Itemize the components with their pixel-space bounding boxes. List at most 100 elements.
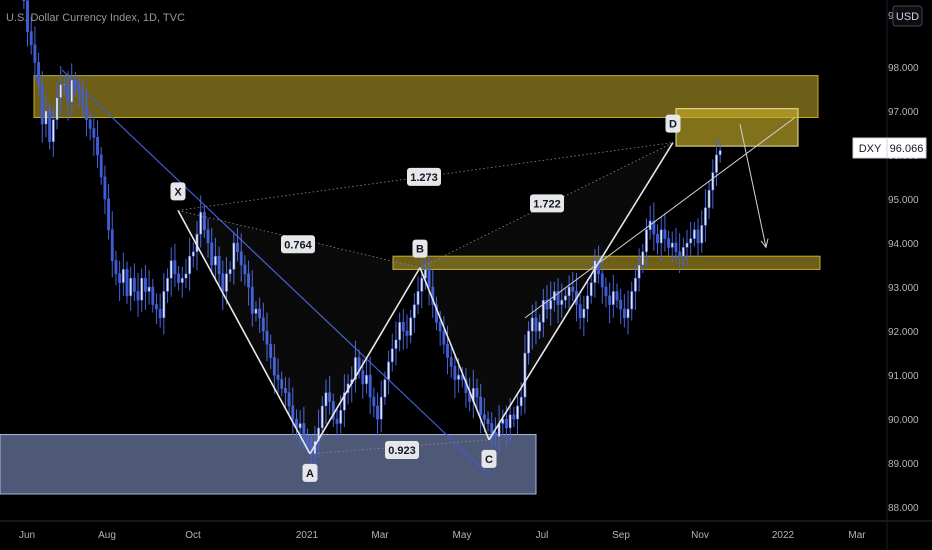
- x-tick-label: Jul: [536, 530, 549, 541]
- candle-body: [217, 255, 221, 275]
- candle-body: [482, 414, 486, 420]
- candle-body: [681, 247, 685, 257]
- candle-body: [597, 260, 601, 275]
- candle-body: [475, 387, 479, 398]
- candle-body: [582, 308, 586, 319]
- candle-body: [560, 299, 564, 305]
- currency-badge[interactable]: USD: [892, 5, 923, 27]
- candle-body: [626, 308, 630, 319]
- candle-body: [390, 348, 394, 363]
- candle-body: [696, 229, 700, 244]
- candle-body: [645, 229, 648, 253]
- candle-body: [342, 392, 346, 411]
- candle-body: [556, 291, 560, 305]
- candle-body: [136, 291, 140, 301]
- candle-body: [516, 405, 519, 420]
- candle-body: [59, 84, 63, 98]
- pattern-leg-xa: [177, 210, 311, 455]
- candle-body: [652, 220, 656, 235]
- candle-body: [501, 418, 505, 424]
- candle-body: [92, 128, 96, 138]
- candle-body: [247, 273, 251, 288]
- candle-body: [401, 321, 405, 332]
- point-label-d: D: [665, 114, 681, 133]
- candle-body: [589, 282, 593, 297]
- candle-body: [88, 119, 92, 129]
- point-label-c-box: [481, 449, 497, 468]
- point-label-a-text: A: [306, 468, 314, 480]
- candle-body: [692, 229, 696, 239]
- currency-badge-label: USD: [896, 11, 919, 23]
- candle-body: [420, 277, 424, 292]
- point-label-x-box: [170, 182, 186, 201]
- candle-body: [678, 251, 682, 257]
- x-tick-label: 2022: [772, 530, 795, 541]
- candle-body: [239, 251, 243, 266]
- chart-title: U.S. Dollar Currency Index, 1D, TVC: [6, 12, 185, 24]
- ratio-label-bd-box: [530, 194, 564, 213]
- candle-body: [667, 238, 671, 248]
- candle-body: [659, 229, 663, 244]
- projection-arrow-line: [739, 123, 767, 248]
- pattern-leg-bc: [419, 267, 490, 441]
- x-tick-label: Nov: [691, 530, 709, 541]
- candle-body: [62, 84, 66, 86]
- point-label-c-text: C: [485, 454, 493, 466]
- candle-body: [40, 84, 44, 125]
- ratio-label-xd: 1.273: [407, 167, 441, 186]
- candle-body: [600, 273, 604, 288]
- projection-arrow-head: [760, 238, 769, 249]
- candle-body: [365, 374, 368, 385]
- candle-body: [258, 308, 262, 319]
- y-tick-label: 97.000: [888, 107, 919, 118]
- candle-body: [674, 242, 678, 253]
- candle-body: [66, 84, 70, 103]
- candle-body: [405, 330, 409, 336]
- candle-body: [670, 242, 674, 248]
- candle-body: [479, 396, 483, 416]
- candle-body: [283, 387, 287, 394]
- y-tick-label: 92.000: [888, 327, 919, 338]
- candle-body: [250, 286, 254, 314]
- zone-demand: [0, 434, 537, 495]
- candle-body: [637, 264, 641, 279]
- candle-body: [155, 304, 158, 310]
- candle-body: [121, 269, 125, 283]
- candle-body: [339, 410, 343, 424]
- upper-channel-line: [524, 117, 796, 319]
- blue-trendline: [61, 69, 491, 477]
- x-tick-label: Jun: [19, 530, 35, 541]
- candle-body: [276, 374, 280, 380]
- currency-badge-frame: [892, 5, 923, 27]
- candle-body: [151, 286, 155, 305]
- candle-body: [508, 414, 512, 429]
- x-tick-label: Aug: [98, 530, 116, 541]
- candle-body: [191, 251, 195, 257]
- candle-body: [184, 273, 188, 279]
- candle-body: [158, 308, 162, 319]
- pattern-triangle-bcd: [420, 142, 673, 440]
- candle-body: [604, 286, 608, 297]
- candle-body: [379, 396, 383, 420]
- candle-body: [335, 418, 339, 424]
- candle-body: [261, 317, 265, 332]
- ratio-label-xb: 0.764: [281, 235, 315, 254]
- point-label-a-box: [302, 463, 318, 482]
- harmonic-pattern-layer: 0.764 0.923 1.722 1.273 X A B C D: [170, 114, 796, 482]
- y-tick-label: 93.000: [888, 283, 919, 294]
- candle-body: [213, 255, 217, 266]
- zones-layer: [0, 75, 821, 495]
- candle-body: [530, 317, 534, 332]
- pattern-triangle-xab: [178, 210, 420, 454]
- candle-body: [368, 374, 372, 398]
- candle-body: [243, 264, 247, 275]
- candle-body: [523, 352, 527, 398]
- candle-body: [622, 308, 626, 319]
- candle-body: [519, 396, 523, 407]
- candle-body: [73, 79, 77, 90]
- y-tick-label: 88.000: [888, 503, 919, 514]
- candle-body: [505, 418, 508, 429]
- candle-body: [427, 269, 431, 288]
- x-axis[interactable]: Jun Aug Oct 2021 Mar May Jul Sep Nov 2022 Mar: [19, 530, 866, 541]
